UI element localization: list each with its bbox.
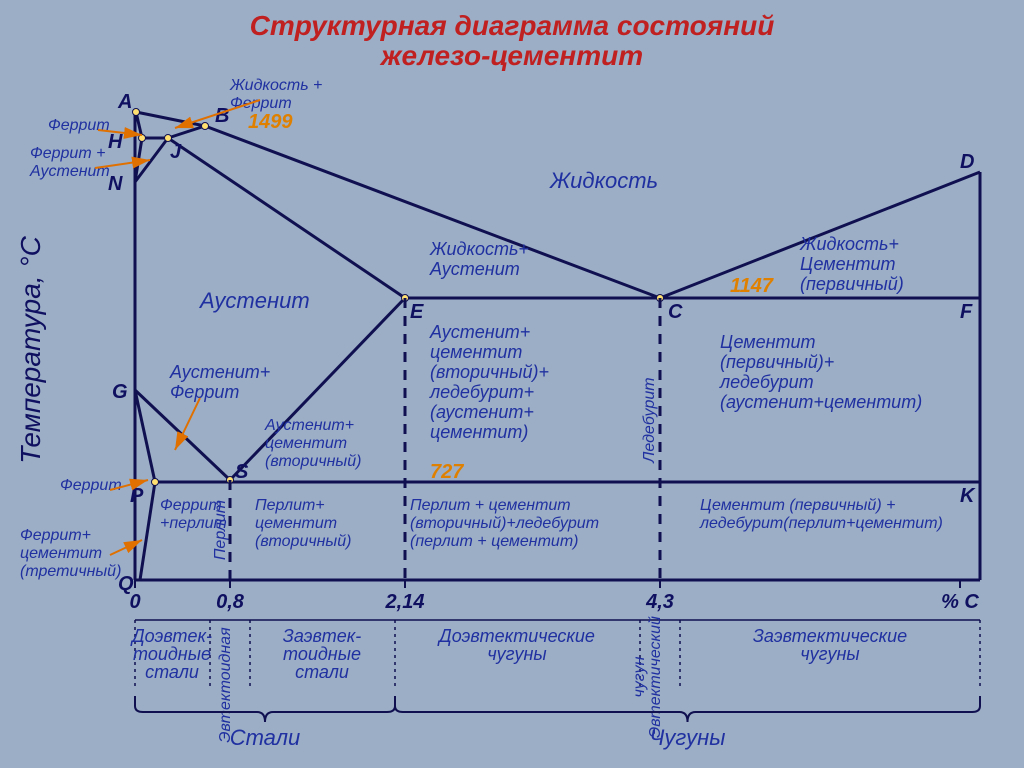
svg-text:N: N xyxy=(108,173,123,195)
svg-text:Жидкость +: Жидкость + xyxy=(229,77,322,94)
svg-text:стали: стали xyxy=(295,662,349,682)
svg-text:S: S xyxy=(235,461,249,483)
svg-text:Аустенит+: Аустенит+ xyxy=(264,417,354,434)
svg-text:Феррит +: Феррит + xyxy=(30,145,105,162)
svg-text:тоидные: тоидные xyxy=(133,644,211,664)
svg-text:тоидные: тоидные xyxy=(283,644,361,664)
svg-text:P: P xyxy=(130,485,144,507)
svg-text:ледебурит(перлит+цементит): ледебурит(перлит+цементит) xyxy=(699,515,943,532)
svg-text:цементит: цементит xyxy=(265,435,347,452)
svg-text:F: F xyxy=(960,301,973,323)
svg-text:Феррит+: Феррит+ xyxy=(20,527,91,544)
svg-text:чугун: чугун xyxy=(631,656,648,697)
svg-text:Жидкость+: Жидкость+ xyxy=(429,239,529,259)
svg-text:Доэвтектические: Доэвтектические xyxy=(437,626,595,646)
svg-text:Феррит: Феррит xyxy=(170,382,239,402)
svg-text:цементит: цементит xyxy=(430,342,522,362)
svg-text:(аустенит+: (аустенит+ xyxy=(430,402,534,422)
svg-text:Заэвтек-: Заэвтек- xyxy=(283,626,361,646)
diagram-root: Структурная диаграмма состоянийжелезо-це… xyxy=(0,0,1024,768)
svg-text:K: K xyxy=(960,485,976,507)
svg-text:ледебурит: ледебурит xyxy=(719,372,814,392)
svg-text:стали: стали xyxy=(145,662,199,682)
svg-text:Аустенит: Аустенит xyxy=(29,163,110,180)
svg-text:чугуны: чугуны xyxy=(487,644,546,664)
svg-text:727: 727 xyxy=(430,461,464,483)
svg-text:B: B xyxy=(215,105,229,127)
svg-text:Стали: Стали xyxy=(230,725,301,750)
svg-text:Аустенит: Аустенит xyxy=(198,288,310,313)
svg-text:железо-цементит: железо-цементит xyxy=(379,40,643,71)
svg-text:0,8: 0,8 xyxy=(216,591,245,613)
svg-text:Цементит: Цементит xyxy=(720,332,816,352)
svg-text:H: H xyxy=(108,131,123,153)
svg-text:(вторичный): (вторичный) xyxy=(255,533,351,550)
svg-text:(вторичный)+ледебурит: (вторичный)+ледебурит xyxy=(410,515,599,532)
svg-text:чугуны: чугуны xyxy=(800,644,859,664)
svg-text:D: D xyxy=(960,151,974,173)
svg-text:Жидкость: Жидкость xyxy=(549,168,658,193)
svg-text:2,14: 2,14 xyxy=(385,591,425,613)
svg-text:Феррит: Феррит xyxy=(230,95,292,112)
svg-text:цементит): цементит) xyxy=(430,422,528,442)
svg-text:1499: 1499 xyxy=(248,111,293,133)
svg-text:Структурная диаграмма состояни: Структурная диаграмма состояний xyxy=(250,10,775,41)
svg-text:% C: % C xyxy=(941,591,979,613)
svg-text:ледебурит+: ледебурит+ xyxy=(429,382,534,402)
svg-text:Цементит (первичный) +: Цементит (первичный) + xyxy=(700,497,895,514)
svg-text:Заэвтектические: Заэвтектические xyxy=(753,626,907,646)
svg-text:Феррит: Феррит xyxy=(60,477,122,494)
svg-text:J: J xyxy=(170,141,182,163)
phase-diagram-svg: Структурная диаграмма состоянийжелезо-це… xyxy=(0,0,1024,768)
svg-text:Перлит + цементит: Перлит + цементит xyxy=(410,497,571,514)
y-axis-label: Температура, °С xyxy=(15,235,46,463)
svg-text:Аустенит: Аустенит xyxy=(429,259,520,279)
svg-text:Жидкость+: Жидкость+ xyxy=(799,234,899,254)
svg-text:Аустенит+: Аустенит+ xyxy=(169,362,270,382)
svg-text:(вторичный): (вторичный) xyxy=(265,453,361,470)
svg-text:цементит: цементит xyxy=(255,515,337,532)
svg-text:Цементит: Цементит xyxy=(800,254,896,274)
svg-text:G: G xyxy=(112,381,128,403)
svg-text:(первичный)+: (первичный)+ xyxy=(720,352,834,372)
svg-text:Ледебурит: Ледебурит xyxy=(641,377,658,463)
svg-text:Перлит: Перлит xyxy=(212,500,229,560)
svg-text:Эвтектический: Эвтектический xyxy=(647,616,664,738)
svg-text:A: A xyxy=(117,91,132,113)
svg-text:4,3: 4,3 xyxy=(645,591,674,613)
svg-text:цементит: цементит xyxy=(20,545,102,562)
svg-text:(первичный): (первичный) xyxy=(800,274,904,294)
svg-text:Доэвтек-: Доэвтек- xyxy=(130,626,212,646)
svg-text:Чугуны: Чугуны xyxy=(650,725,726,750)
svg-text:C: C xyxy=(668,301,683,323)
svg-text:(аустенит+цементит): (аустенит+цементит) xyxy=(720,392,922,412)
svg-text:(третичный): (третичный) xyxy=(20,563,121,580)
svg-text:Перлит+: Перлит+ xyxy=(255,497,325,514)
svg-text:Феррит: Феррит xyxy=(48,117,110,134)
svg-text:(вторичный)+: (вторичный)+ xyxy=(430,362,549,382)
svg-text:(перлит + цементит): (перлит + цементит) xyxy=(410,533,578,550)
svg-text:Аустенит+: Аустенит+ xyxy=(429,322,530,342)
svg-text:E: E xyxy=(410,301,424,323)
svg-text:1147: 1147 xyxy=(730,275,774,297)
